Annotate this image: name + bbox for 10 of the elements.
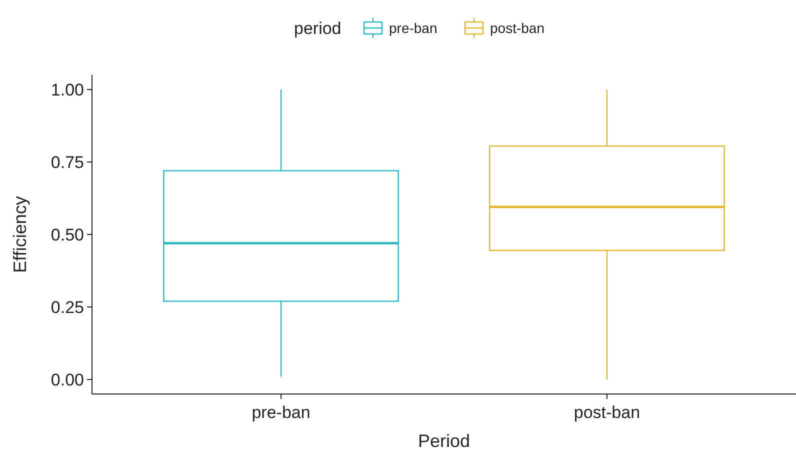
- y-axis-title: Efficiency: [10, 196, 30, 273]
- y-tick-label: 0.75: [50, 152, 84, 172]
- legend-title: period: [294, 19, 342, 38]
- y-tick-label: 0.50: [50, 225, 84, 244]
- y-tick-label: 0.25: [50, 298, 84, 317]
- y-tick-label: 1.00: [50, 80, 84, 100]
- legend-label: post-ban: [490, 20, 544, 36]
- x-axis-title: Period: [418, 431, 470, 451]
- y-tick-label: 0.00: [50, 370, 84, 390]
- legend-label: pre-ban: [389, 20, 438, 36]
